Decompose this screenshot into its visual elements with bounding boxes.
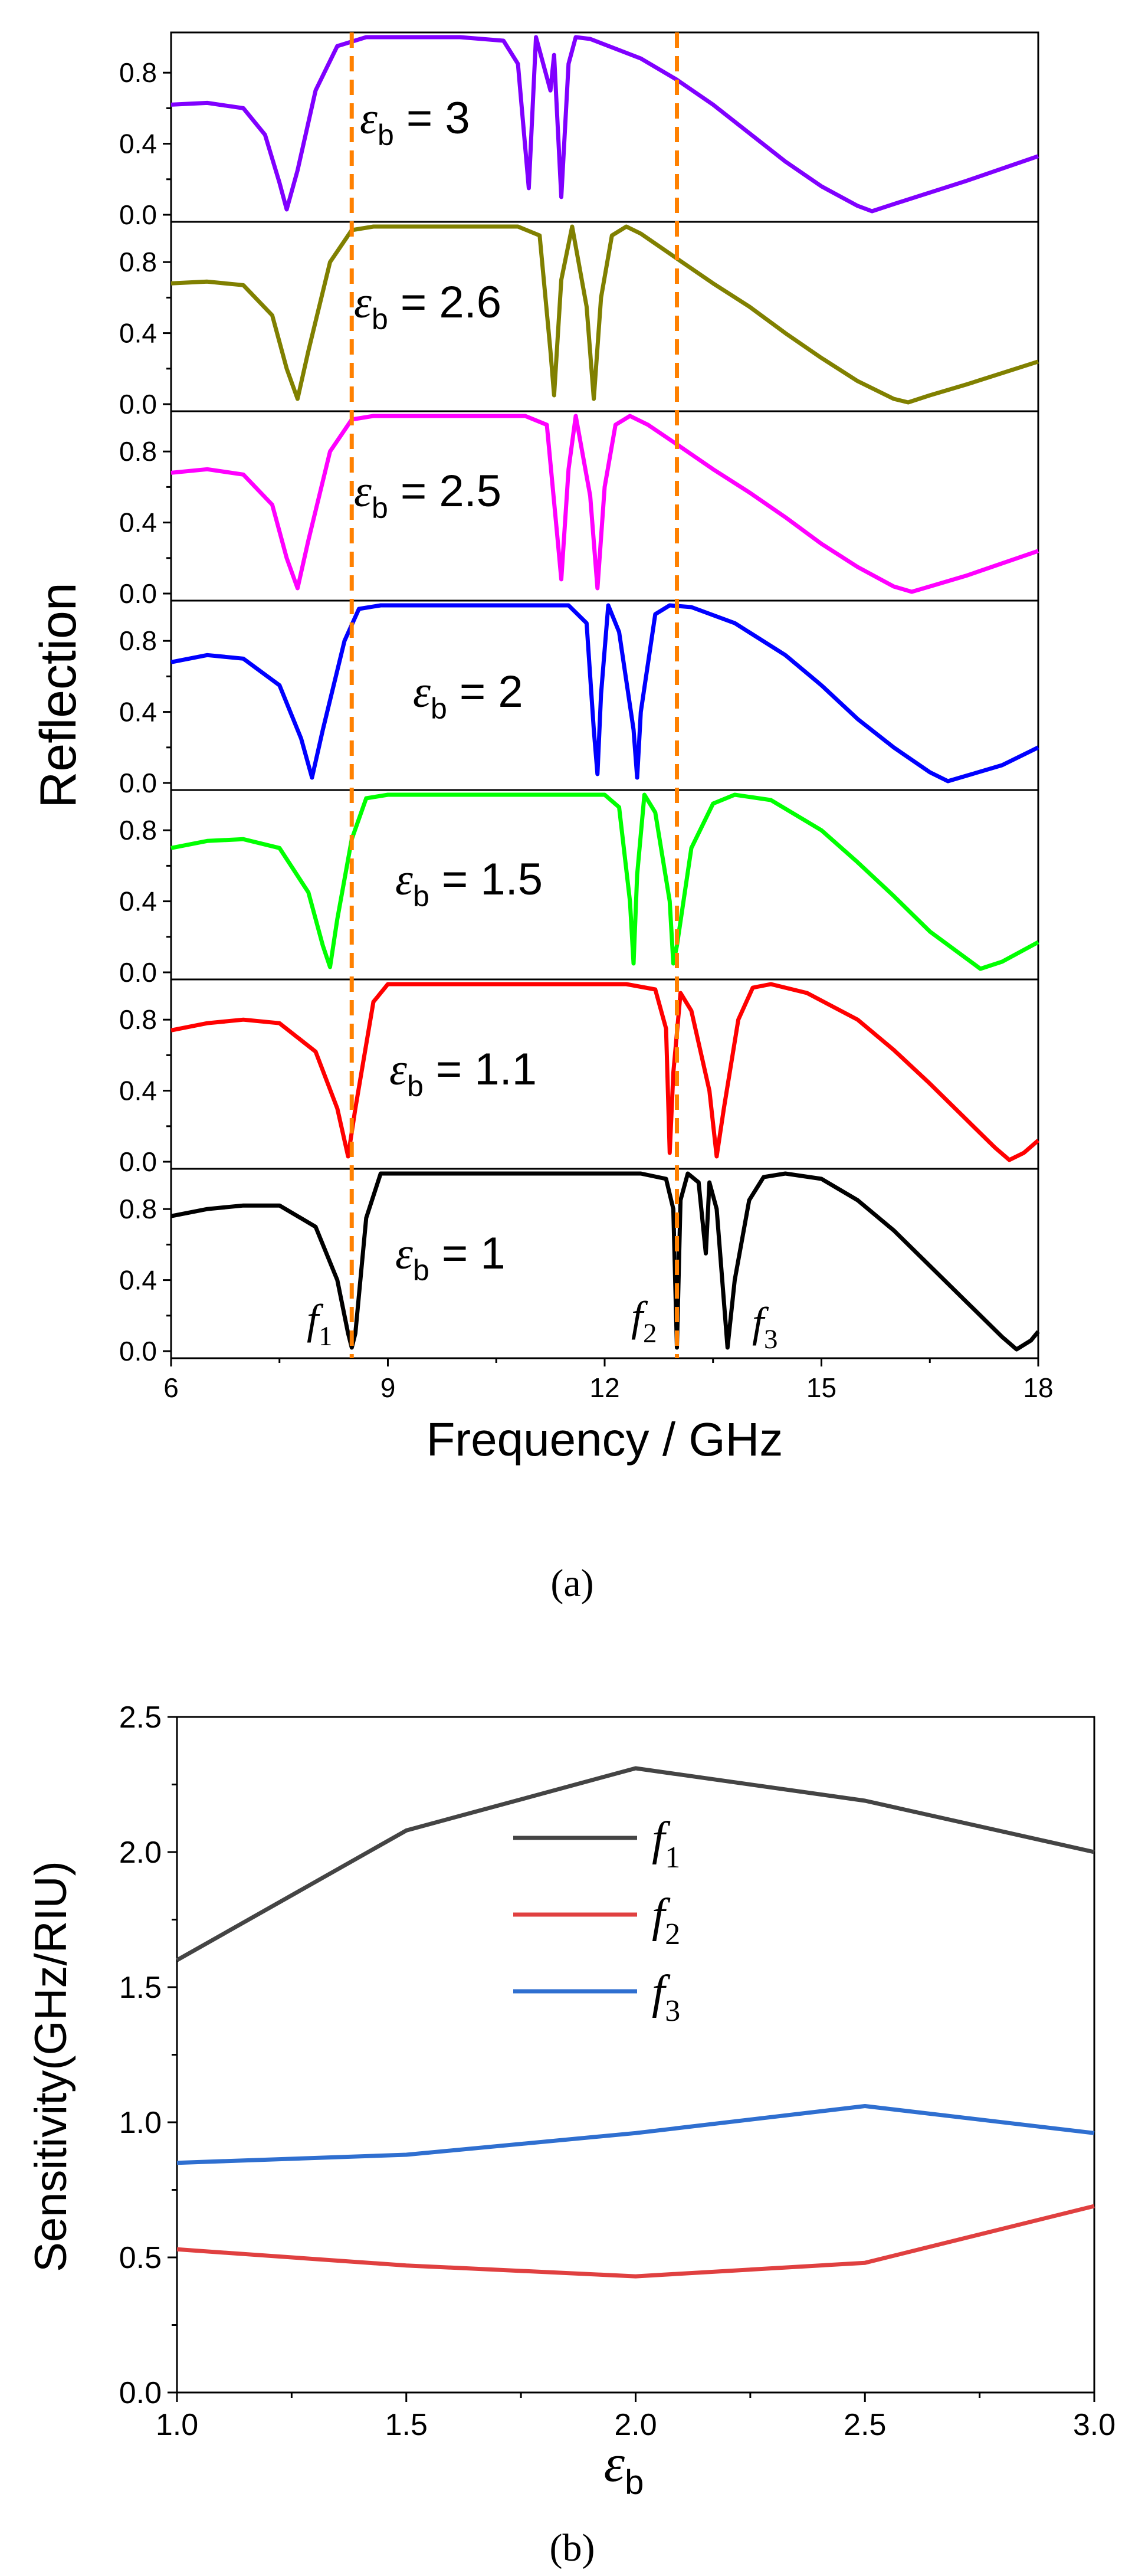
x-tick-label: 1.0 — [156, 2408, 198, 2442]
y-tick-label: 2.0 — [119, 1836, 162, 1870]
series-label-2: εb = 2.5 — [354, 466, 501, 525]
series-line-1 — [170, 224, 1039, 405]
legend-label-f2: f2 — [652, 1890, 680, 1951]
y-tick-label: 2.5 — [119, 1700, 162, 1735]
annotation-f3: f3 — [752, 1299, 778, 1355]
series-label-1: εb = 2.6 — [354, 277, 501, 336]
x-tick-label: 9 — [380, 1372, 396, 1403]
x-tick-label: 15 — [806, 1372, 836, 1403]
series-label-6: εb = 1 — [395, 1228, 506, 1287]
x-tick-label: 2.5 — [844, 2408, 886, 2442]
x-tick-label: 1.5 — [385, 2408, 428, 2442]
y-tick-label: 0.4 — [119, 697, 157, 727]
y-tick-label: 0.8 — [119, 815, 157, 845]
y-tick-label: 0.4 — [119, 318, 157, 349]
caption-b: (b) — [550, 2526, 595, 2570]
series-line-f1 — [176, 1766, 1095, 1962]
x-axis-label: εb — [604, 2434, 644, 2502]
series-label-5: εb = 1.1 — [389, 1044, 537, 1103]
x-axis-label: Frequency / GHz — [426, 1413, 783, 1466]
series-line-f2 — [176, 2204, 1095, 2279]
chart-a: 0.0 0.4 0.8 εb = 3 0.0 0.4 0.8 εb = 2.6 0.0 0.4 0.… — [30, 31, 1054, 1466]
series-line-6 — [170, 1171, 1040, 1352]
y-tick-label: 0.0 — [119, 1146, 157, 1177]
y-tick-label: 0.8 — [119, 436, 157, 467]
y-tick-label: 0.8 — [119, 247, 157, 277]
y-tick-label: 0.0 — [119, 957, 157, 988]
series-line-5 — [170, 982, 1040, 1162]
y-tick-label: 0.0 — [119, 2376, 162, 2410]
y-tick-label: 0.5 — [119, 2241, 162, 2275]
y-tick-label: 0.4 — [119, 507, 157, 538]
series-line-0 — [170, 35, 1039, 214]
y-tick-label: 0.0 — [119, 768, 157, 798]
y-tick-label: 0.0 — [119, 578, 157, 609]
x-tick-label: 2.0 — [614, 2408, 657, 2442]
y-tick-label: 0.8 — [119, 1004, 157, 1035]
series-line-f3 — [176, 2104, 1095, 2165]
series-label-3: εb = 2 — [413, 667, 523, 725]
series-line-2 — [170, 414, 1039, 594]
series-label-0: εb = 3 — [360, 93, 470, 152]
plot-frame — [176, 1716, 1095, 2394]
y-tick-label: 0.8 — [119, 1194, 157, 1224]
subplot-frame-6 — [170, 1168, 1039, 1359]
y-tick-label: 0.4 — [119, 886, 157, 917]
legend-label-f3: f3 — [652, 1967, 680, 2028]
y-tick-label: 0.0 — [119, 199, 157, 230]
y-axis-label: Sensitivity(GHz/RIU) — [26, 1861, 76, 2272]
subplot-frame-5 — [170, 978, 1039, 1170]
subplot-frame-0 — [170, 31, 1039, 223]
y-tick-label: 0.0 — [119, 389, 157, 419]
x-tick-label: 3.0 — [1073, 2408, 1116, 2442]
y-tick-label: 0.4 — [119, 1076, 157, 1106]
series-label-4: εb = 1.5 — [395, 854, 543, 913]
y-tick-label: 0.0 — [119, 1336, 157, 1366]
annotation-f2: f2 — [631, 1293, 657, 1349]
y-tick-label: 0.4 — [119, 1265, 157, 1296]
x-tick-label: 18 — [1023, 1372, 1053, 1403]
y-tick-label: 1.0 — [119, 2106, 162, 2140]
chart-b: 0.0 0.5 1.0 1.5 2.0 2.5 1.0 1.5 2.0 2.5 3.0 f1 f2 f3 ε… — [26, 1700, 1116, 2502]
series-line-4 — [170, 792, 1039, 971]
annotation-f1: f1 — [307, 1296, 333, 1352]
y-tick-label: 0.8 — [119, 57, 157, 88]
x-tick-label: 6 — [163, 1372, 179, 1403]
caption-a: (a) — [550, 1562, 593, 1605]
x-tick-label: 12 — [589, 1372, 619, 1403]
y-axis-label: Reflection — [30, 582, 87, 808]
legend-label-f1: f1 — [652, 1813, 680, 1874]
y-tick-label: 0.4 — [119, 129, 157, 159]
series-line-3 — [170, 603, 1039, 784]
y-tick-label: 0.8 — [119, 625, 157, 656]
y-tick-label: 1.5 — [119, 1971, 162, 2005]
